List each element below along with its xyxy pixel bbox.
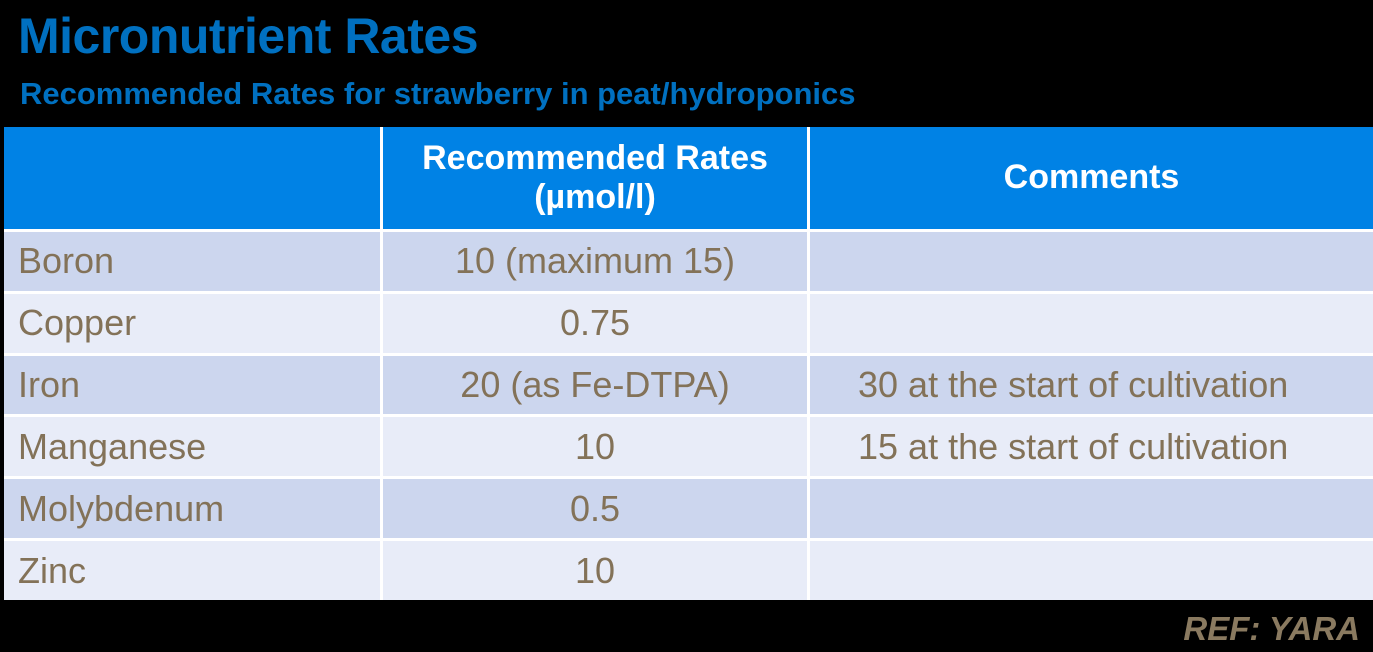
- cell-comment: [810, 293, 1373, 353]
- cell-comment: [810, 479, 1373, 539]
- header-cell-comments: Comments: [810, 127, 1373, 229]
- header-cell-rates: Recommended Rates (µmol/l): [383, 127, 807, 229]
- header-rates-line1: Recommended Rates: [422, 138, 768, 177]
- cell-rate: 10 (maximum 15): [383, 232, 807, 291]
- header-rates-line2: (µmol/l): [534, 178, 656, 216]
- cell-comment: [810, 541, 1373, 600]
- page-title: Micronutrient Rates: [18, 8, 479, 64]
- cell-comment: 30 at the start of cultivation: [810, 355, 1373, 415]
- reference-label: REF: YARA: [1183, 610, 1360, 647]
- cell-nutrient: Zinc: [4, 541, 380, 600]
- cell-rate: 0.5: [383, 479, 807, 539]
- cell-rate: 20 (as Fe-DTPA): [383, 355, 807, 415]
- cell-nutrient: Manganese: [4, 417, 380, 477]
- cell-nutrient: Iron: [4, 355, 380, 415]
- micronutrient-rates-table: Recommended Rates (µmol/l) Comments Boro…: [4, 127, 1373, 600]
- cell-nutrient: Molybdenum: [4, 479, 380, 539]
- cell-comment: [810, 232, 1373, 291]
- page-subtitle: Recommended Rates for strawberry in peat…: [20, 76, 856, 111]
- cell-comment: 15 at the start of cultivation: [810, 417, 1373, 477]
- cell-rate: 10: [383, 541, 807, 600]
- header-cell-nutrient: [4, 127, 380, 229]
- cell-rate: 0.75: [383, 293, 807, 353]
- cell-rate: 10: [383, 417, 807, 477]
- cell-nutrient: Boron: [4, 232, 380, 291]
- cell-nutrient: Copper: [4, 293, 380, 353]
